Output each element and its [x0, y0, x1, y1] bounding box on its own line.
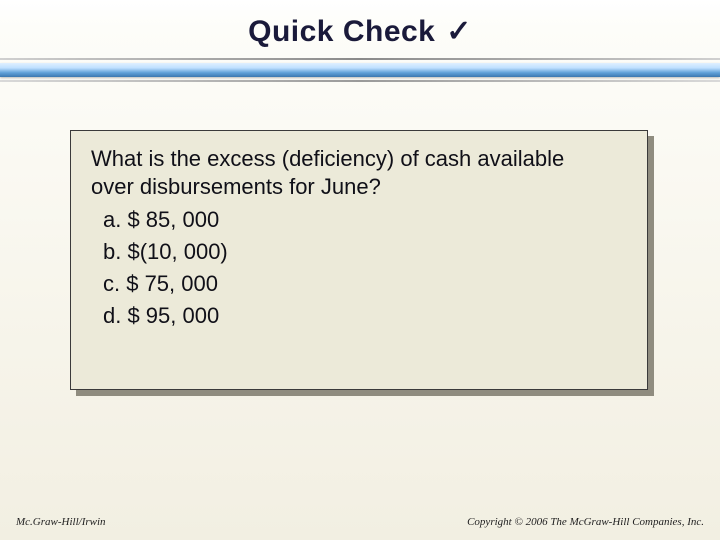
card-body: What is the excess (deficiency) of cash …: [70, 130, 648, 390]
option-a: a. $ 85, 000: [91, 204, 627, 236]
question-line-1: What is the excess (deficiency) of cash …: [91, 146, 564, 171]
question-card: What is the excess (deficiency) of cash …: [70, 130, 648, 390]
option-d: d. $ 95, 000: [91, 300, 627, 332]
slide-title: Quick Check ✓: [0, 0, 720, 49]
footer-right: Copyright © 2006 The McGraw-Hill Compani…: [467, 516, 704, 528]
bar-line-top: [0, 58, 720, 60]
question-text: What is the excess (deficiency) of cash …: [91, 145, 627, 200]
option-c: c. $ 75, 000: [91, 268, 627, 300]
title-text: Quick Check: [248, 15, 435, 48]
bar-fill: [0, 63, 720, 77]
bar-line-bottom: [0, 80, 720, 82]
checkmark-icon: ✓: [446, 15, 472, 48]
option-b: b. $(10, 000): [91, 236, 627, 268]
options-list: a. $ 85, 000 b. $(10, 000) c. $ 75, 000 …: [91, 204, 627, 332]
question-line-2: over disbursements for June?: [91, 174, 381, 199]
footer-left: Mc.Graw-Hill/Irwin: [16, 516, 106, 528]
decorative-bar: [0, 58, 720, 84]
